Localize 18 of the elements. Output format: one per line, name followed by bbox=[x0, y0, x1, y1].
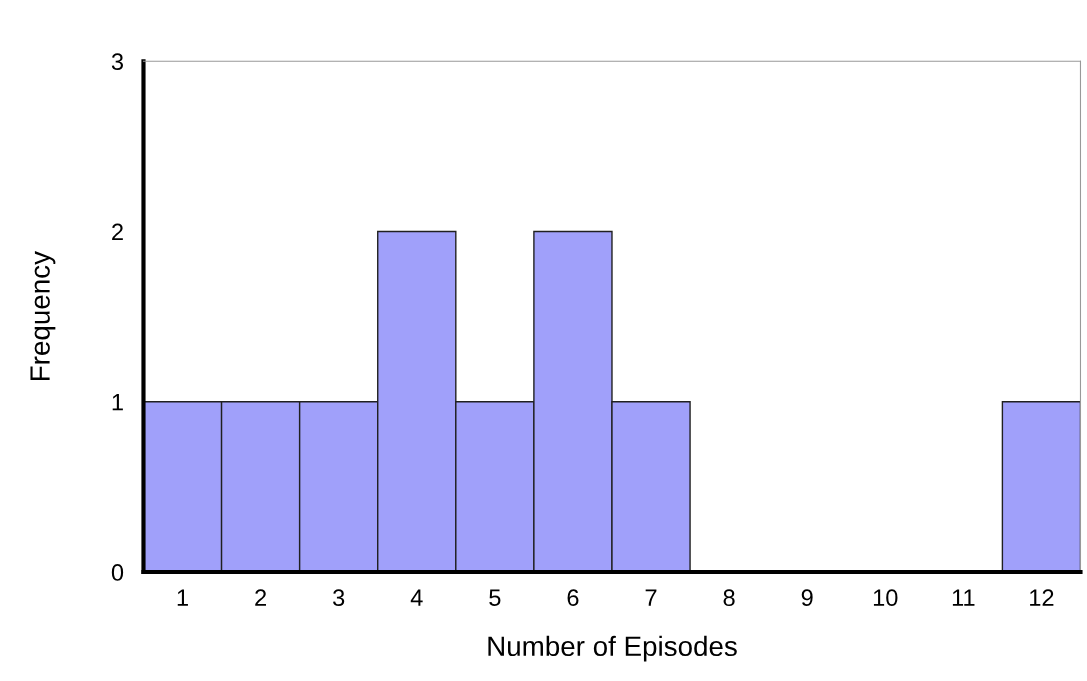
x-tick-label: 8 bbox=[723, 589, 735, 607]
x-tick-label: 9 bbox=[801, 589, 813, 607]
x-tick-label: 10 bbox=[873, 589, 898, 607]
y-tick-label: 3 bbox=[111, 53, 123, 71]
x-tick-label: 1 bbox=[177, 589, 188, 606]
y-tick-label: 2 bbox=[112, 223, 123, 241]
y-tick-label: 1 bbox=[112, 394, 123, 411]
x-axis-title: Number of Episodes bbox=[488, 635, 737, 662]
x-tick-label: 12 bbox=[1030, 589, 1054, 606]
x-tick-label: 3 bbox=[333, 589, 345, 607]
x-tick-label: 6 bbox=[567, 589, 579, 607]
x-tick-label: 11 bbox=[952, 589, 975, 606]
x-tick-label: 4 bbox=[410, 589, 423, 606]
x-tick-label: 7 bbox=[645, 589, 657, 606]
y-tick-label: 0 bbox=[111, 564, 124, 581]
x-tick-label: 5 bbox=[489, 589, 501, 607]
x-tick-label: 2 bbox=[255, 589, 266, 606]
y-axis-title: Frequency bbox=[30, 251, 56, 380]
